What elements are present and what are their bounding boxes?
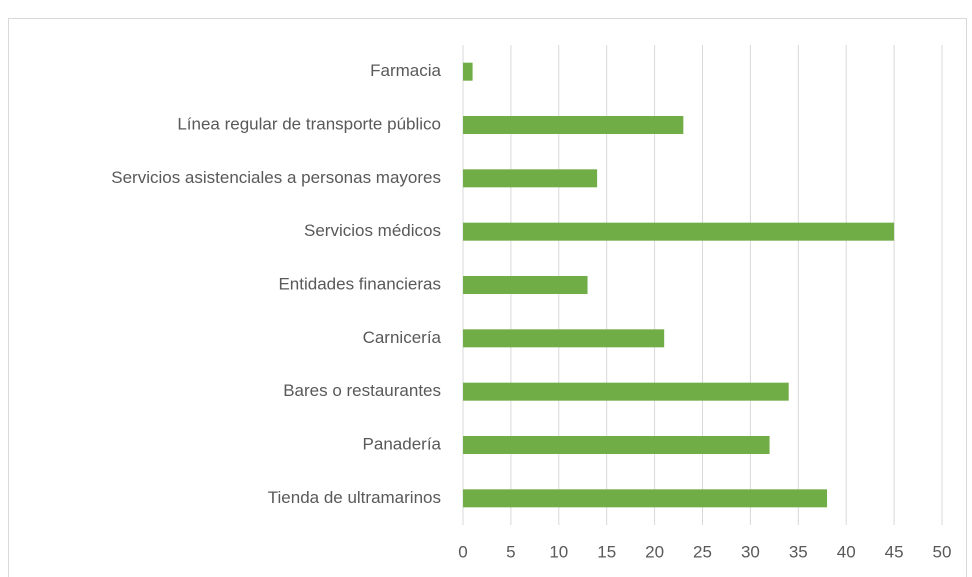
- chart-frame: [8, 18, 967, 577]
- bar: [463, 382, 789, 401]
- y-tick-label: Bares o restaurantes: [283, 381, 441, 400]
- bar: [463, 436, 770, 454]
- x-tick-label: 25: [693, 542, 712, 561]
- x-tick-label: 10: [549, 542, 568, 561]
- y-tick-label: Tienda de ultramarinos: [268, 488, 441, 507]
- bar: [463, 222, 895, 241]
- x-tick-label: 50: [933, 542, 952, 561]
- y-tick-label: Servicios médicos: [304, 221, 441, 240]
- y-tick-label: Farmacia: [370, 61, 441, 80]
- bar: [463, 276, 588, 294]
- bar: [463, 169, 598, 188]
- x-tick-label: 45: [885, 542, 904, 561]
- bar: [463, 489, 828, 508]
- bar: [463, 62, 473, 81]
- x-tick-label: 5: [506, 542, 515, 561]
- y-tick-label: Línea regular de transporte público: [177, 114, 441, 133]
- bar: [463, 329, 665, 348]
- y-tick-label: Servicios asistenciales a personas mayor…: [111, 168, 441, 187]
- y-tick-label: Carnicería: [363, 328, 442, 347]
- bar: [463, 116, 684, 134]
- x-tick-label: 15: [597, 542, 616, 561]
- y-tick-label: Panadería: [363, 434, 442, 453]
- x-tick-label: 35: [789, 542, 808, 561]
- x-tick-label: 30: [741, 542, 760, 561]
- x-tick-label: 40: [837, 542, 856, 561]
- y-tick-label: Entidades financieras: [278, 274, 441, 293]
- x-tick-label: 0: [458, 542, 467, 561]
- x-tick-label: 20: [645, 542, 664, 561]
